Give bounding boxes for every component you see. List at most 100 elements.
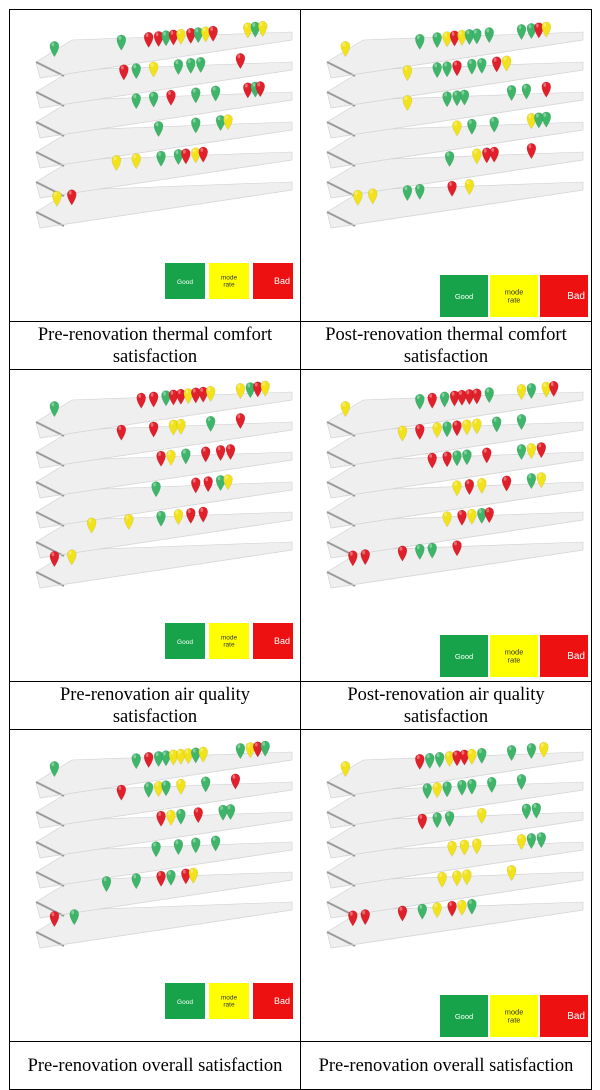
legend-good: Good — [165, 983, 205, 1019]
pin-bad — [191, 477, 201, 494]
pin-good — [439, 391, 450, 408]
pin-bad — [501, 475, 512, 492]
pin-good — [506, 744, 517, 762]
legend-good-label: Good — [177, 999, 193, 1006]
pin-bad — [181, 868, 191, 885]
pin-good — [457, 779, 467, 796]
pin-good — [516, 444, 527, 461]
panel-caption: Pre-renovation overall satisfaction — [27, 1056, 283, 1076]
pin-good — [116, 34, 127, 51]
pin-good — [215, 474, 226, 492]
floor-slab — [35, 391, 293, 439]
pin-bad — [348, 550, 358, 567]
pin-bad — [464, 479, 475, 496]
pin-bad — [168, 29, 179, 46]
legend-good: Good — [440, 275, 488, 317]
panel-caption: Pre-renovation overall satisfaction — [318, 1056, 574, 1076]
pin-moderate — [243, 22, 253, 39]
pin-good — [467, 58, 477, 76]
pin-moderate — [477, 477, 487, 495]
pin-good — [173, 59, 184, 76]
pin-bad — [200, 446, 211, 463]
pin-moderate — [340, 401, 351, 418]
pin-moderate — [153, 780, 164, 798]
pin-good — [452, 450, 462, 467]
pin-moderate — [452, 870, 462, 887]
pin-good — [153, 120, 164, 138]
pin-good — [489, 116, 499, 133]
pin-moderate — [459, 839, 470, 856]
pin-moderate — [183, 748, 194, 765]
pin-moderate — [432, 782, 442, 799]
pin-bad — [153, 30, 164, 48]
pin-moderate — [432, 422, 442, 439]
pin-good — [432, 62, 442, 79]
floor-slab — [326, 391, 584, 439]
legend-good: Good — [440, 995, 488, 1037]
legend-moderate-label: mode rate — [505, 1008, 524, 1025]
pin-good — [516, 24, 527, 41]
pin-moderate — [223, 114, 233, 131]
pin-bad — [415, 423, 425, 441]
pin-bad — [255, 81, 265, 98]
pin-bad — [253, 381, 263, 398]
legend-bad: Bad — [253, 263, 293, 299]
legend-moderate-label: mode rate — [505, 648, 524, 665]
panel-caption: Post-renovation air quality satisfaction — [347, 685, 545, 727]
legend-bad-label: Bad — [274, 996, 290, 1006]
pin-moderate — [67, 549, 77, 566]
pin-good — [444, 150, 455, 168]
pin-moderate — [52, 190, 62, 208]
legend-moderate: mode rate — [490, 995, 538, 1037]
pin-bad — [526, 143, 537, 160]
pin-bad — [459, 749, 470, 766]
pin-bad — [186, 507, 196, 525]
floor-slab — [35, 451, 293, 499]
pin-bad — [235, 53, 246, 70]
figure-grid: Good mode rate Bad Good mode rate Bad Pre-renova… — [9, 9, 592, 1090]
pin-bad — [484, 507, 494, 524]
pin-bad — [191, 387, 201, 404]
pin-moderate — [176, 28, 186, 46]
pin-good — [521, 83, 532, 100]
legend-good: Good — [440, 635, 488, 677]
pin-moderate — [457, 29, 467, 46]
pin-bad — [360, 549, 370, 566]
pin-good — [415, 183, 425, 201]
legend-bad: Bad — [253, 623, 293, 659]
pin-bad — [181, 148, 191, 165]
floor-slab — [326, 31, 584, 79]
pin-moderate — [472, 838, 482, 855]
pin-moderate — [452, 480, 462, 497]
pin-good — [151, 841, 161, 858]
pin-bad — [464, 389, 475, 406]
pin-moderate — [467, 508, 477, 526]
pin-moderate — [257, 20, 268, 38]
pin-bad — [156, 810, 166, 827]
pin-moderate — [464, 179, 475, 196]
pin-good — [477, 57, 487, 75]
pin-bad — [360, 909, 370, 926]
pin-moderate — [516, 834, 527, 851]
pin-moderate — [124, 513, 134, 531]
legend-good: Good — [165, 263, 205, 299]
pin-bad — [536, 442, 547, 459]
pin-bad — [452, 420, 462, 437]
pin-good — [442, 91, 452, 108]
pin-good — [186, 57, 196, 75]
legend-good-label: Good — [177, 639, 193, 646]
pin-moderate — [166, 449, 176, 466]
legend-bad: Bad — [540, 275, 588, 317]
pin-bad — [168, 389, 179, 406]
pin-good — [477, 747, 487, 765]
legend-bad-label: Bad — [567, 651, 585, 662]
pin-moderate — [353, 189, 363, 207]
panel-4-image: Good mode rate Bad — [300, 369, 592, 682]
pin-bad — [230, 773, 241, 790]
legend-good-label: Good — [455, 652, 473, 661]
